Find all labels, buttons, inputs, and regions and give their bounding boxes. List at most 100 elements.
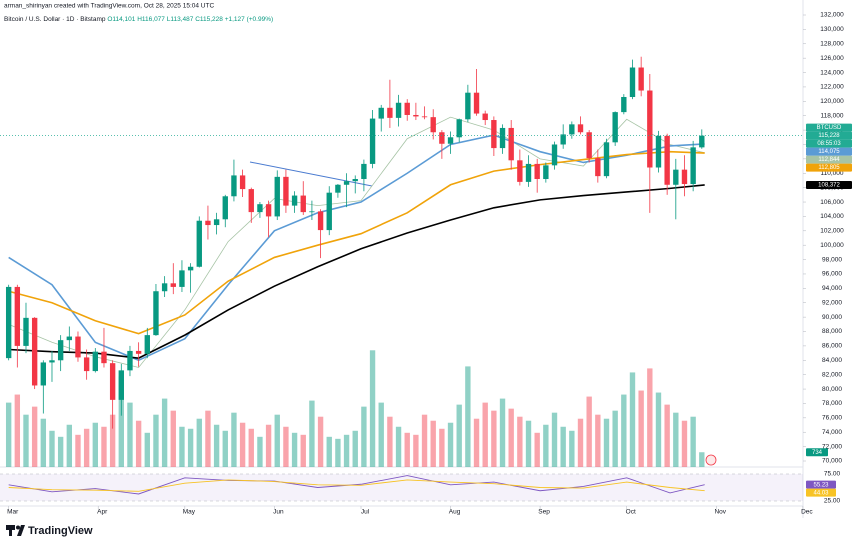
moving-average <box>8 150 705 335</box>
legend-line: Bitcoin / U.S. Dollar · 1D · Bitstamp O1… <box>4 16 273 23</box>
volume-bar <box>499 398 506 467</box>
candle-body <box>5 286 12 359</box>
y-tick-label: 76,000 <box>822 415 842 422</box>
candle-body <box>161 283 168 292</box>
volume-bar <box>196 418 202 467</box>
volume-bar <box>673 412 679 467</box>
y-tick-label: 128,000 <box>820 40 844 47</box>
price-tag <box>806 163 852 172</box>
candle-body <box>196 220 202 267</box>
candle-body <box>179 270 185 287</box>
volume-bar <box>231 412 237 467</box>
y-tick-label: 86,000 <box>822 343 842 350</box>
volume-bar <box>161 398 168 467</box>
y-tick-label: 130,000 <box>820 26 844 33</box>
ohlc-close: C115,228 <box>195 16 223 23</box>
candle-body <box>187 266 194 271</box>
price-tag <box>806 180 852 189</box>
candle-body <box>621 97 627 113</box>
candle-body <box>118 370 124 400</box>
candle-body <box>525 163 532 182</box>
price-tag-label: 08:55:03 <box>817 141 841 147</box>
volume-bar <box>595 414 601 467</box>
candle-body <box>595 158 601 177</box>
y-tick-label: 82,000 <box>822 371 842 378</box>
candle-body <box>413 114 419 117</box>
candle-body <box>83 357 90 372</box>
volume-tag <box>806 448 828 457</box>
candle-body <box>456 119 462 138</box>
volume-bar <box>66 424 72 467</box>
candle-body <box>361 163 367 180</box>
volume-bar <box>482 402 488 467</box>
price-tag-label: 112,844 <box>818 157 840 163</box>
volume-bar <box>31 406 38 467</box>
y-tick-label: 72,000 <box>822 443 842 450</box>
y-tick-label: 110,000 <box>820 170 843 177</box>
candle-body <box>421 116 428 118</box>
volume-bar <box>629 372 636 467</box>
volume-bar <box>205 410 211 467</box>
volume-bar <box>638 390 644 467</box>
y-tick-label: 78,000 <box>822 400 842 407</box>
volume-bar <box>92 422 98 467</box>
price-tag <box>806 131 852 140</box>
volume-bar <box>300 434 306 467</box>
ohlc-high: H116,077 <box>137 16 165 23</box>
candle-body <box>49 360 55 363</box>
x-tick-label: May <box>183 509 196 516</box>
volume-bar <box>326 436 332 467</box>
volume-bar <box>109 414 116 467</box>
candle-body <box>92 351 98 372</box>
price-tag <box>806 123 852 132</box>
y-tick-label: 70,000 <box>822 458 842 465</box>
moving-average <box>8 116 705 368</box>
candle-body <box>127 350 133 371</box>
y-tick-label: 126,000 <box>820 55 844 62</box>
candle-body <box>14 286 21 346</box>
candle-body <box>543 165 549 180</box>
price-tag-label: 108,372 <box>818 183 840 189</box>
rsi-tick-label: 25.00 <box>824 498 841 505</box>
candle-body <box>586 132 592 159</box>
candle-body <box>101 351 107 364</box>
y-tick-label: 84,000 <box>822 357 842 364</box>
candle-body <box>317 211 324 231</box>
candle-body <box>31 317 38 386</box>
candle-body <box>404 102 410 115</box>
ohlc-change: +1,127 (+0.99%) <box>225 16 273 23</box>
candle-body <box>205 220 211 226</box>
candle-body <box>309 211 315 213</box>
candle-body <box>222 196 228 220</box>
candle-body <box>560 134 566 145</box>
volume-bar <box>603 418 610 467</box>
rsi-tag-label: 55.23 <box>813 482 829 488</box>
volume-bar <box>664 404 670 467</box>
volume-bar <box>543 424 549 467</box>
volume-bar <box>430 420 436 467</box>
candle-body <box>439 132 445 144</box>
volume-bar <box>508 408 514 467</box>
alert-icon[interactable] <box>705 454 717 466</box>
volume-bar <box>283 426 289 467</box>
volume-bar <box>655 392 662 467</box>
volume-bar <box>681 420 688 467</box>
y-tick-label: 122,000 <box>820 84 844 91</box>
candle-body <box>109 363 116 400</box>
candle-body <box>265 204 272 217</box>
price-tag-label: 115,228 <box>818 133 840 139</box>
candle-body <box>473 92 480 114</box>
symbol: Bitcoin / U.S. Dollar · 1D · Bitstamp <box>4 16 106 23</box>
volume-bar <box>23 414 29 467</box>
volume-bar <box>577 418 584 467</box>
trendline <box>249 161 373 187</box>
price-tag <box>806 139 852 148</box>
volume-bar <box>447 422 454 467</box>
candle-body <box>482 113 488 121</box>
volume-bar <box>335 438 341 467</box>
candle-body <box>135 350 142 354</box>
volume-bar <box>525 420 532 467</box>
candle-body <box>508 127 514 161</box>
volume-bar <box>101 426 107 467</box>
candle-body <box>283 176 289 206</box>
